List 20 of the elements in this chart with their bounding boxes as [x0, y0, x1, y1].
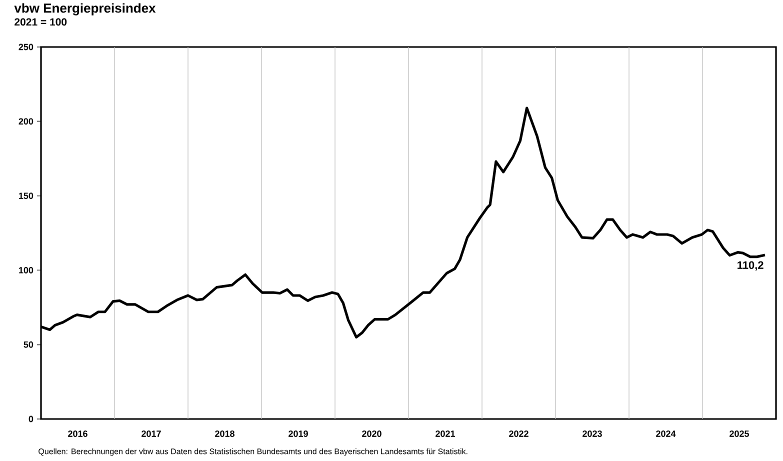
y-tick-label: 50 — [24, 341, 34, 348]
chart-title: vbw Energiepreisindex — [14, 3, 156, 16]
y-tick-label: 200 — [18, 118, 34, 125]
chart-subtitle: 2021 = 100 — [14, 18, 67, 26]
y-tick-label: 100 — [19, 267, 34, 274]
x-tick-label: 2019 — [288, 430, 308, 437]
y-tick-label: 250 — [18, 44, 34, 50]
y-tick-label: 150 — [19, 192, 34, 199]
x-tick-label: 2018 — [215, 430, 234, 437]
x-tick-label: 2025 — [730, 430, 750, 437]
x-tick-label: 2022 — [509, 430, 528, 437]
annotation: 110,2 — [738, 261, 764, 271]
x-tick-label: 2016 — [68, 430, 88, 437]
x-tick-label: 2023 — [582, 430, 602, 437]
x-tick-label: 2024 — [656, 430, 676, 437]
x-tick-label: 2021 — [436, 430, 456, 437]
source-note: Quellen: Berechnungen der vbw aus Daten des Statistischen Bundesamts und des Bayerischen Landesamts für Statistik. — [38, 448, 468, 456]
y-tick-label: 0 — [28, 416, 34, 422]
x-tick-label: 2020 — [362, 430, 382, 437]
x-tick-label: 2017 — [142, 430, 161, 437]
